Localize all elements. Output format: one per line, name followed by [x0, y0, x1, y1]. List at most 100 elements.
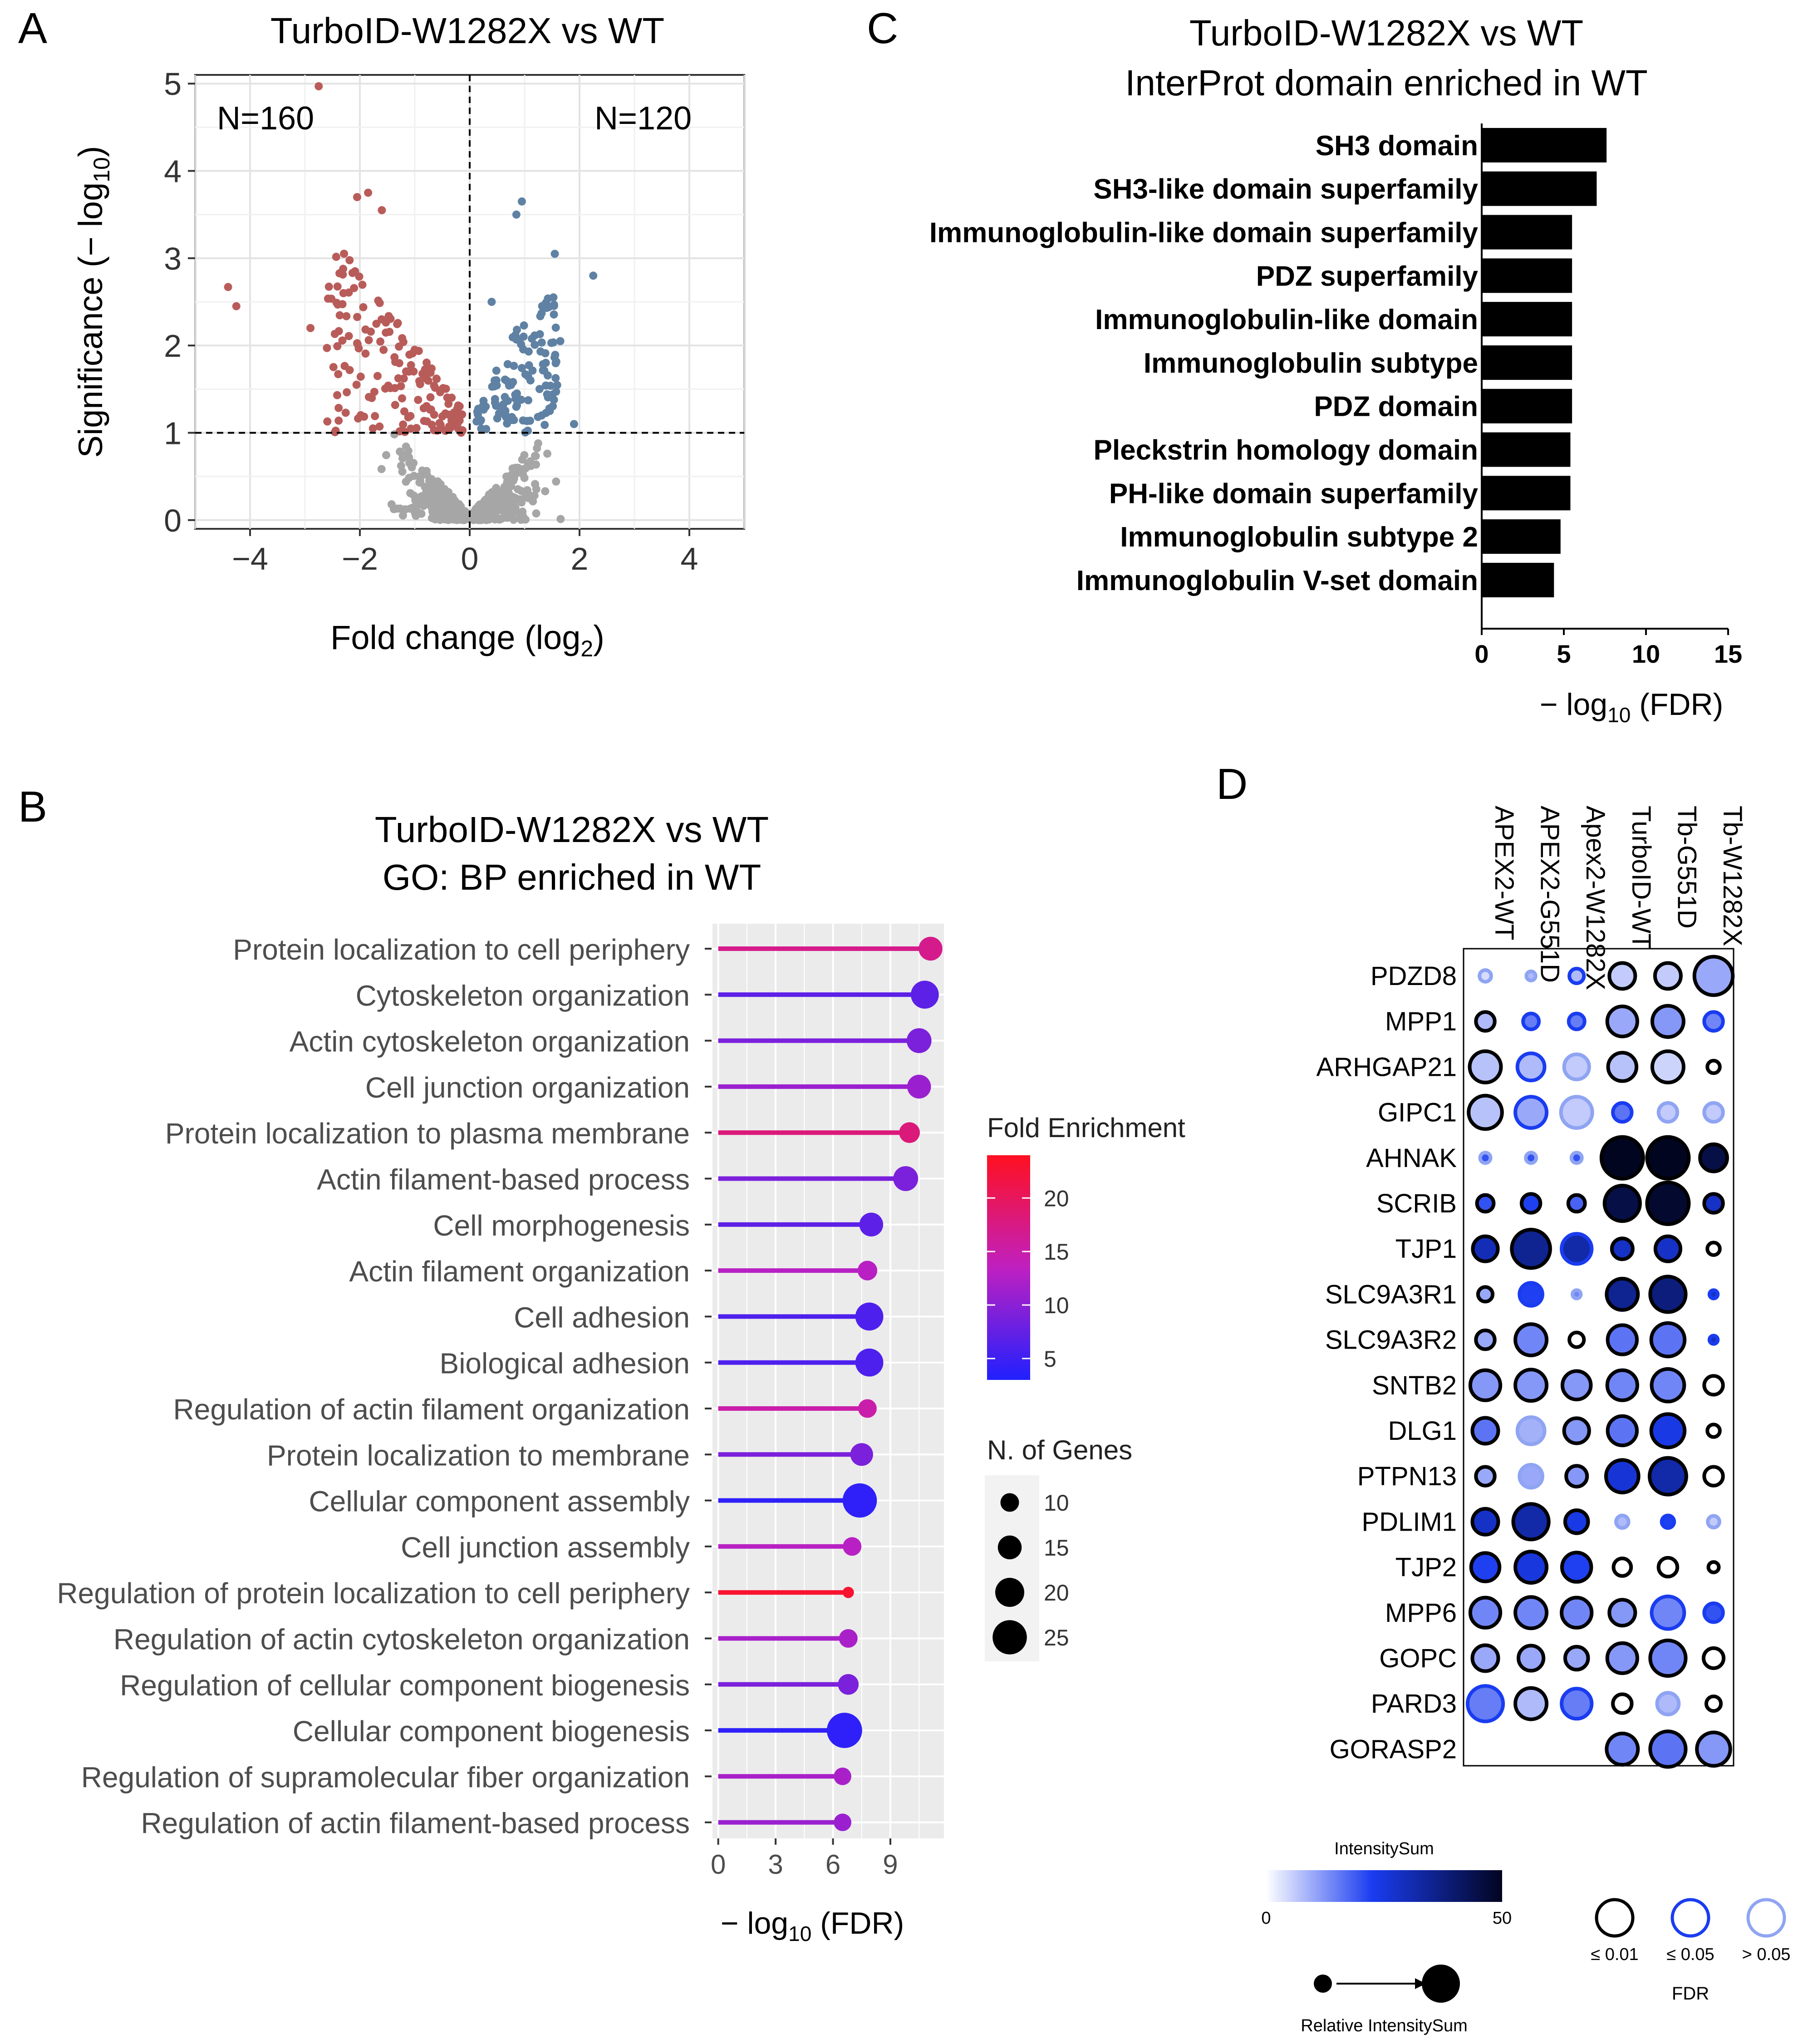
dot-plot-row-label: SNTB2 [1372, 1371, 1457, 1400]
domain-label: Pleckstrin homology domain [1094, 435, 1478, 466]
dot-plot-dot [1560, 1596, 1594, 1630]
panel-letter-d: D [1216, 760, 1248, 808]
domain-label: SH3 domain [1316, 130, 1478, 162]
lollipop-head [859, 1212, 884, 1237]
lollipop-head [850, 1443, 873, 1466]
volcano-point-up [520, 321, 528, 330]
volcano-point-down [414, 347, 423, 355]
bar-chart-axes: 0 5 10 15 [1474, 123, 1742, 668]
volcano-point-up [472, 417, 481, 426]
lollipop-subtitle: GO: BP enriched in WT [383, 857, 761, 897]
volcano-point-down [407, 424, 415, 433]
dot-plot-dot [1702, 1601, 1725, 1624]
volcano-point-down [391, 401, 399, 409]
domain-label: Immunoglobulin-like domain [1095, 304, 1478, 335]
volcano-point-up [550, 353, 559, 362]
volcano-point-up [537, 338, 546, 347]
dot-plot-dot [1567, 966, 1586, 985]
dot-plot-dot [1605, 1005, 1639, 1039]
volcano-annotation-left: N=160 [217, 100, 314, 137]
go-term-label: Regulation of actin filament organizatio… [173, 1393, 690, 1426]
dot-plot-dot [1571, 1288, 1583, 1300]
lollipop-xlabel: − log10 (FDR) [721, 1906, 904, 1945]
volcano-point-down [323, 417, 332, 426]
volcano-xtick-label: 2 [571, 541, 589, 576]
volcano-point-ns [410, 472, 418, 480]
dot-plot-row-label: MPP6 [1385, 1598, 1457, 1628]
volcano-point-down [414, 395, 423, 404]
volcano-point-down [333, 391, 342, 399]
dot-plot-row-label: PDLIM1 [1361, 1507, 1457, 1537]
domain-bar [1482, 171, 1597, 206]
volcano-ytick-label: 0 [164, 503, 182, 538]
dot-plot-dot [1513, 1368, 1549, 1403]
volcano-point-up [492, 402, 501, 410]
dot-plot-column-label: Apex2-W1282X [1581, 806, 1610, 990]
dot-plot-dot [1705, 1423, 1722, 1439]
go-term-label: Actin cytoskeleton organization [290, 1025, 690, 1058]
dot-plot-dot [1692, 955, 1735, 997]
volcano-point-down [399, 338, 408, 346]
dot-plot-dot [1605, 1641, 1639, 1675]
volcano-point-up [503, 419, 511, 428]
dot-plot-dot [1656, 1101, 1680, 1124]
dot-plot-dot [1648, 1729, 1688, 1769]
dot-plot-dot [1560, 1687, 1594, 1721]
volcano-point-down [314, 82, 323, 90]
intensity-colorbar [1266, 1870, 1502, 1902]
volcano-point-up [501, 375, 509, 384]
lollipop-head [907, 1074, 931, 1099]
volcano-ytick-label: 2 [164, 328, 182, 364]
go-term-label: Regulation of protein localization to ce… [57, 1577, 690, 1610]
volcano-point-up [477, 424, 486, 433]
volcano-point-down [426, 393, 435, 402]
dot-plot-dot [1513, 1595, 1549, 1630]
lollipop-head [858, 1399, 877, 1418]
dot-plot-dot [1468, 1368, 1503, 1402]
fold-enrichment-tick-label: 5 [1044, 1346, 1056, 1372]
lollipop-marks: Protein localization to cell periphery Cy… [57, 933, 943, 1840]
dot-plot-row-label: TJP2 [1395, 1553, 1457, 1582]
volcano-point-down [306, 324, 315, 332]
volcano-point-ns [423, 471, 431, 479]
volcano-point-down [416, 380, 424, 389]
dot-plot-dot [1655, 1691, 1681, 1717]
volcano-point-down [381, 384, 389, 393]
volcano-point-down [454, 424, 463, 433]
lollipop-head [842, 1586, 854, 1598]
dot-plot-dot [1560, 1232, 1594, 1266]
relative-size-legend-label: Relative IntensitySum [1301, 2016, 1468, 2035]
domain-label: SH3-like domain superfamily [1093, 174, 1478, 205]
fold-enrichment-tick-label: 20 [1044, 1186, 1069, 1211]
volcano-point-ns [415, 478, 424, 487]
dot-plot-dots [1465, 955, 1735, 1769]
dot-plot-row-label: SLC9A3R1 [1325, 1280, 1457, 1309]
bar-chart-xtick-label: 0 [1474, 640, 1489, 668]
go-term-label: Regulation of supramolecular fiber organ… [81, 1761, 690, 1793]
volcano-point-down [332, 299, 341, 307]
volcano-point-down [334, 416, 343, 425]
go-term-label: Cellular component assembly [309, 1485, 690, 1518]
volcano-point-down [356, 372, 365, 381]
dot-plot-dot [1470, 1416, 1500, 1446]
go-term-label: Cell morphogenesis [433, 1209, 690, 1242]
volcano-point-up [492, 366, 501, 375]
volcano-point-up [549, 402, 557, 410]
volcano-point-ns [433, 477, 442, 486]
lollipop-head [834, 1813, 851, 1832]
volcano-ytick-label: 3 [164, 241, 182, 276]
dot-plot-dot [1704, 1694, 1723, 1713]
volcano-point-up [503, 360, 512, 369]
volcano-points [224, 82, 598, 524]
lollipop-head [842, 1483, 877, 1518]
volcano-point-ns [532, 485, 540, 493]
dot-plot-dot [1470, 1507, 1500, 1537]
lollipop-xtick-label: 9 [883, 1849, 898, 1880]
domain-label: Immunoglobulin subtype [1144, 348, 1478, 379]
dot-plot-dot [1562, 1416, 1591, 1445]
volcano-point-up [510, 361, 518, 370]
volcano-point-up [531, 340, 539, 349]
dot-plot-dot [1510, 1227, 1552, 1270]
lollipop-head [843, 1537, 862, 1556]
lollipop-xtick-label: 3 [768, 1849, 783, 1880]
